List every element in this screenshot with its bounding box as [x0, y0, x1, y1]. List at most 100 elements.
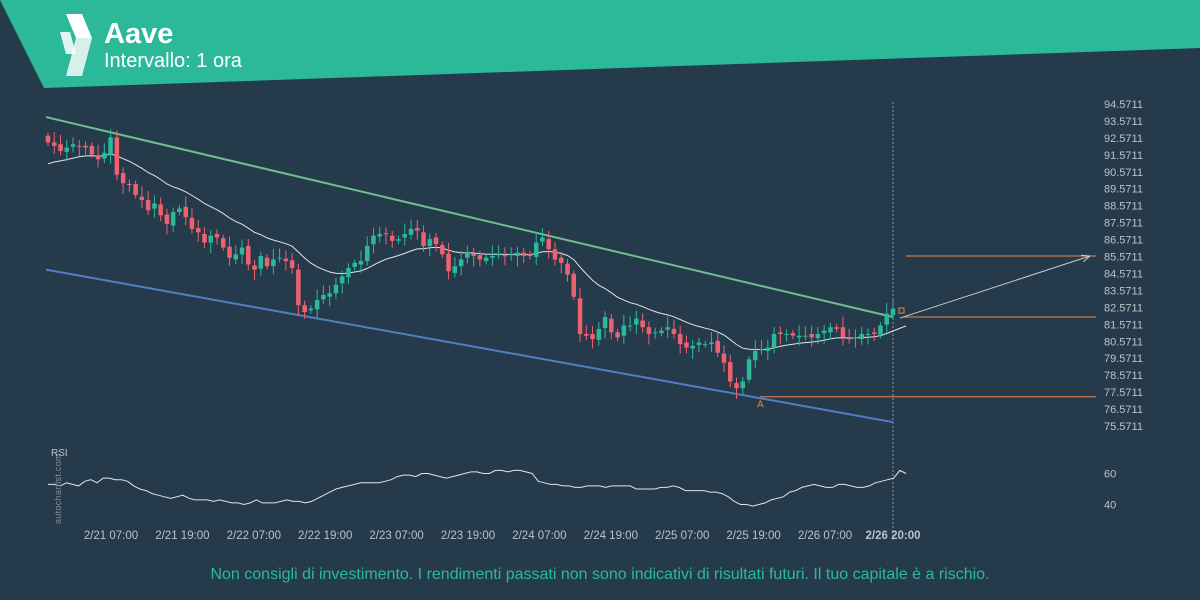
candle-body — [64, 147, 69, 152]
candle-body — [515, 252, 520, 256]
candle-body — [778, 332, 783, 334]
candle-body — [339, 276, 345, 284]
candle-body — [264, 257, 270, 267]
candle-body — [402, 234, 407, 238]
candle-body — [565, 263, 570, 275]
interval-subtitle: Intervallo: 1 ora — [104, 50, 242, 72]
resistance-line — [45, 116, 894, 319]
candle-body — [703, 344, 708, 346]
candle-body — [784, 334, 789, 335]
candle-body — [246, 245, 251, 265]
price-tick-label: 92.5711 — [1104, 133, 1143, 145]
forecast-arrow-line — [899, 255, 1091, 319]
candle-body — [139, 196, 145, 201]
candle-body — [502, 255, 508, 257]
candle-body — [690, 345, 695, 349]
candle-body — [765, 347, 771, 351]
candle-body — [58, 144, 63, 151]
candle-body — [790, 333, 796, 336]
price-tick-label: 94.5711 — [1104, 99, 1143, 111]
candle-body — [671, 328, 677, 334]
candle-body — [753, 350, 758, 361]
moving-average-line — [47, 153, 907, 350]
time-axis: 2/21 07:00 2/21 19:00 2/22 07:00 2/22 19:00… — [84, 530, 921, 542]
candle-body — [221, 238, 226, 248]
price-tick-label: 76.5711 — [1104, 404, 1143, 416]
candle-body — [815, 334, 821, 339]
watermark: autochartist.com — [53, 453, 63, 524]
candle-body — [552, 249, 558, 260]
candle-body — [771, 334, 777, 348]
time-tick-label: 2/23 07:00 — [369, 530, 423, 542]
candle-body — [390, 235, 395, 241]
candle-body — [577, 298, 583, 334]
price-tick-label: 80.5711 — [1104, 336, 1143, 348]
time-tick-label: 2/23 19:00 — [441, 530, 495, 542]
candle-body — [452, 266, 458, 273]
price-tick-label: 93.5711 — [1104, 116, 1143, 128]
candle-body — [602, 317, 608, 328]
candle-body — [715, 340, 720, 353]
candle-body — [289, 260, 295, 268]
candle-body — [421, 232, 426, 246]
candle-body — [740, 381, 745, 389]
candle-body — [365, 245, 370, 262]
candle-body — [183, 206, 188, 218]
candle-body — [746, 359, 752, 380]
candle-body — [640, 320, 645, 328]
time-tick-label: 2/25 19:00 — [726, 530, 780, 542]
candle-body — [177, 208, 182, 212]
candle-body — [415, 228, 420, 231]
candle-body — [559, 257, 564, 263]
time-tick-label: 2/24 19:00 — [584, 530, 638, 542]
candle-body — [196, 228, 201, 233]
candle-body — [383, 233, 389, 235]
logo-mid-stroke — [60, 32, 76, 54]
candle-body — [546, 239, 551, 250]
candle-body — [83, 145, 88, 148]
autochartist-logo-icon — [60, 14, 92, 76]
rsi-label: RSI — [51, 448, 68, 459]
price-tick-label: 81.5711 — [1104, 319, 1143, 331]
candle-body — [458, 259, 464, 267]
candle-body — [621, 325, 627, 336]
candle-body — [108, 137, 113, 155]
candle-body — [170, 212, 176, 226]
logo-top-stroke — [66, 14, 92, 38]
price-tick-label: 91.5711 — [1104, 150, 1143, 162]
candle-body — [609, 318, 614, 333]
candle-body — [446, 253, 451, 272]
price-tick-label: 89.5711 — [1104, 184, 1143, 196]
candle-body — [277, 257, 282, 259]
candle-body — [433, 237, 439, 245]
price-tick-label: 84.5711 — [1104, 269, 1143, 281]
candle-body — [521, 252, 526, 256]
candle-body — [371, 235, 376, 245]
candle-body — [490, 256, 495, 258]
price-tick-label: 77.5711 — [1104, 387, 1143, 399]
candle-body — [45, 135, 51, 143]
candle-body — [120, 173, 126, 184]
candle-body — [859, 334, 864, 340]
candle-body — [408, 228, 414, 235]
time-tick-label: 2/21 19:00 — [155, 530, 209, 542]
current-time-label: 2/26 20:00 — [866, 530, 921, 542]
price-tick-label: 88.5711 — [1104, 201, 1143, 213]
candle-body — [821, 330, 827, 334]
candle-body — [102, 152, 107, 159]
candle-body — [677, 334, 683, 345]
candle-body — [158, 204, 163, 216]
candle-body — [252, 265, 257, 270]
rsi-tick-label: 40 — [1104, 500, 1116, 512]
candle-body — [590, 334, 595, 340]
price-tick-label: 87.5711 — [1104, 218, 1143, 230]
candle-body — [540, 237, 545, 242]
price-tick-label: 82.5711 — [1104, 302, 1143, 314]
candle-body — [52, 142, 57, 146]
candle-body — [233, 254, 238, 260]
candle-body — [803, 335, 808, 337]
candle-body — [759, 349, 764, 351]
candle-body — [283, 258, 289, 262]
candle-body — [828, 327, 833, 333]
candle-body — [652, 332, 658, 334]
